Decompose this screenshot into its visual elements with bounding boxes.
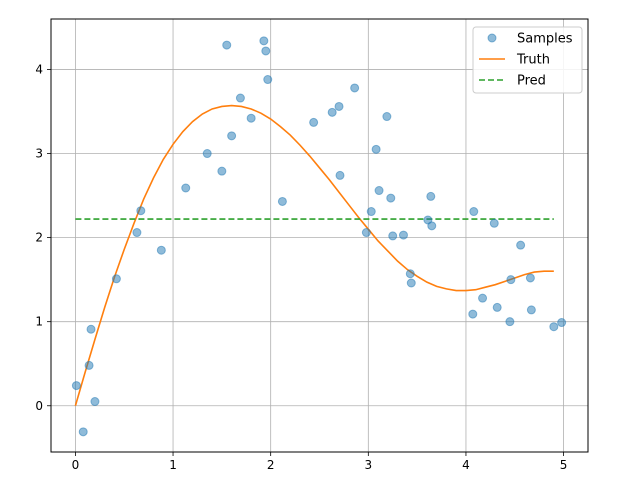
- sample-point: [371, 144, 381, 154]
- sample-point: [132, 228, 142, 238]
- y-tick-label: 4: [35, 62, 43, 76]
- x-tick-label: 0: [72, 458, 80, 472]
- truth-line: [74, 104, 554, 406]
- sample-point: [557, 318, 567, 328]
- sample-point: [78, 427, 88, 437]
- sample-point: [361, 228, 371, 238]
- sample-point: [111, 274, 121, 284]
- truth-series: [74, 104, 554, 406]
- sample-point: [405, 269, 415, 279]
- sample-point: [222, 40, 232, 50]
- sample-point: [427, 221, 437, 231]
- sample-point: [526, 305, 536, 315]
- sample-point: [259, 36, 269, 46]
- sample-point: [516, 240, 526, 250]
- sample-point: [261, 46, 271, 56]
- axes-frame: [50, 18, 589, 453]
- y-tick-label: 2: [35, 231, 43, 245]
- sample-point: [492, 302, 502, 312]
- sample-point: [335, 170, 345, 180]
- sample-point: [227, 131, 237, 141]
- legend: Samples Truth Pred: [472, 26, 583, 94]
- sample-point: [506, 275, 516, 285]
- sample-point: [246, 113, 256, 123]
- sample-point: [386, 193, 396, 203]
- sample-point: [86, 324, 96, 334]
- sample-point: [334, 101, 344, 111]
- sample-point: [350, 83, 360, 93]
- x-tick-label: 2: [267, 458, 275, 472]
- sample-point: [469, 207, 479, 217]
- sample-point: [84, 360, 94, 370]
- sample-point: [366, 207, 376, 217]
- sample-point: [136, 206, 146, 216]
- sample-point: [327, 107, 337, 117]
- sample-point: [478, 293, 488, 303]
- sample-point: [426, 191, 436, 201]
- y-tick-label: 1: [35, 315, 43, 329]
- sample-point: [263, 75, 273, 85]
- sample-point: [468, 309, 478, 319]
- sample-point: [505, 317, 515, 327]
- samples-legend-marker: [487, 33, 497, 43]
- legend-box: [472, 26, 583, 94]
- sample-point: [235, 93, 245, 103]
- sample-point: [309, 117, 319, 127]
- sample-point: [549, 322, 559, 332]
- sample-point: [489, 218, 499, 228]
- sample-point: [277, 196, 287, 206]
- legend-label-samples: Samples: [517, 32, 573, 47]
- sample-point: [71, 381, 81, 391]
- y-tick-label: 3: [35, 147, 43, 161]
- sample-point: [388, 231, 398, 241]
- sample-point: [90, 397, 100, 407]
- y-tick-label: 0: [35, 399, 43, 413]
- sample-point: [398, 230, 408, 240]
- x-tick-label: 1: [169, 458, 177, 472]
- x-tick-label: 5: [560, 458, 568, 472]
- sample-point: [406, 278, 416, 288]
- x-tick-label: 3: [364, 458, 372, 472]
- sample-point: [217, 166, 227, 176]
- sample-point: [382, 112, 392, 122]
- x-tick-label: 4: [462, 458, 470, 472]
- samples-series: [71, 36, 567, 437]
- sample-point: [525, 273, 535, 283]
- legend-label-pred: Pred: [517, 74, 546, 89]
- sample-point: [202, 149, 212, 159]
- sample-point: [181, 183, 191, 193]
- sample-point: [374, 186, 384, 196]
- legend-label-truth: Truth: [516, 53, 550, 68]
- axis-ticks: 0 1 2 3 4 5 0 1 2 3 4: [35, 62, 567, 472]
- sample-point: [156, 245, 166, 255]
